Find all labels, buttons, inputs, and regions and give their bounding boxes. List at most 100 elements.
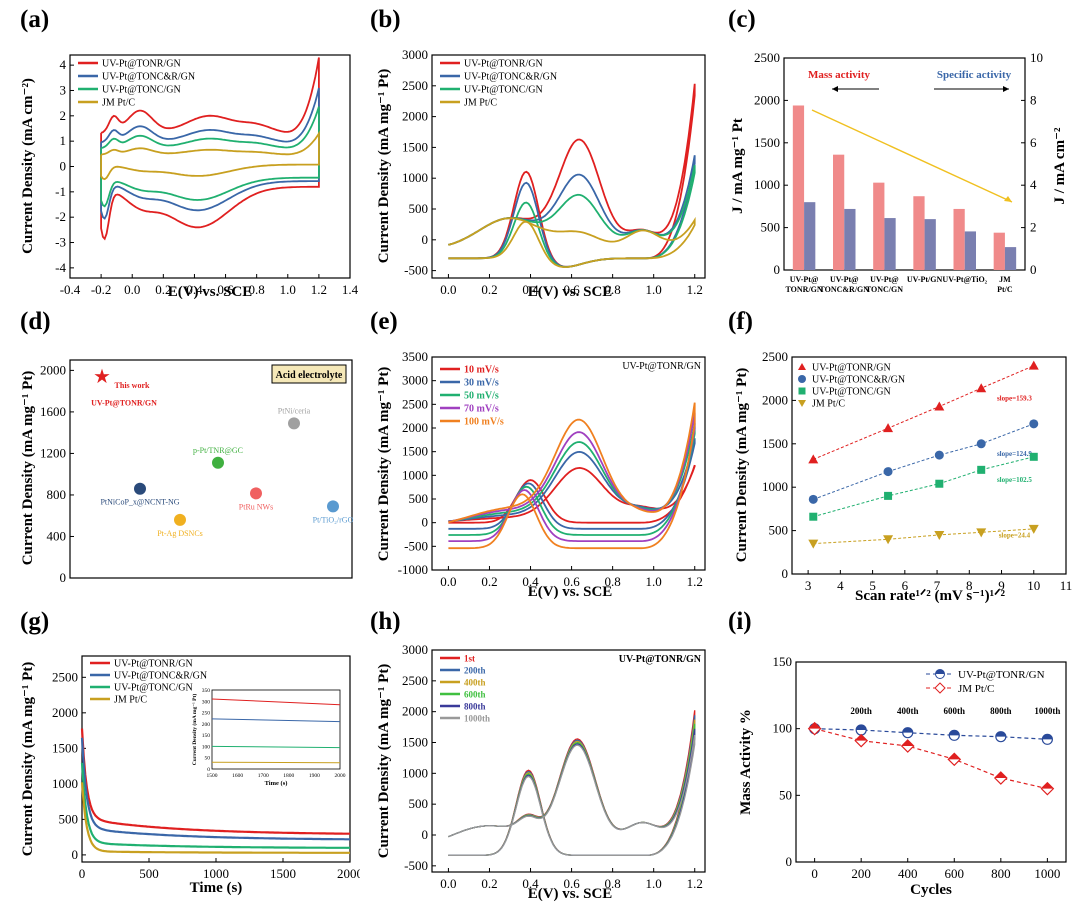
cv-curve bbox=[448, 464, 696, 524]
x-tick-label: 500 bbox=[139, 866, 159, 881]
bar-mass bbox=[993, 232, 1005, 270]
inset-y-tick: 50 bbox=[205, 756, 211, 762]
chart-c: 0 500 1000 1500 2000 2500 0 2 4 6 8 10 J / mA mg⁻¹ P… bbox=[730, 50, 1068, 294]
chrono-curve bbox=[80, 728, 350, 835]
x-tick-label: 0.0 bbox=[440, 282, 456, 297]
x-axis-label: E(V) vs. SCE bbox=[528, 284, 613, 300]
x-tick-label: 0.4 bbox=[522, 574, 539, 589]
plot-frame bbox=[69, 359, 353, 579]
x-tick-label: 0.2 bbox=[481, 282, 497, 297]
panel-d: (d) 0 400 800 1200 1600 2000 Current Density (m… bbox=[0, 302, 360, 604]
data-marker bbox=[1028, 524, 1039, 534]
x-tick-label: 8 bbox=[966, 578, 973, 593]
panel-e: (e) 0.0 0.2 0.4 0.6 0.8 1.0 1.2 -1000 -500 0 500 100… bbox=[360, 302, 720, 604]
y-tick-label: 1500 bbox=[52, 740, 78, 755]
inset-x-tick: 1900 bbox=[309, 773, 320, 779]
panel-g: (g) 0 500 1000 1500 2000 0 500 1000 1500 2000 2500 T… bbox=[0, 604, 363, 906]
y-tick-label: 0 bbox=[786, 854, 793, 869]
inset-x-tick: 1600 bbox=[232, 773, 243, 779]
x-tick-label: 1.0 bbox=[646, 876, 662, 891]
x-tick-label: 0.6 bbox=[217, 282, 234, 297]
data-marker bbox=[883, 423, 894, 433]
y2-tick-label: 10 bbox=[1030, 50, 1043, 65]
x-tick-label: 200 bbox=[851, 866, 871, 881]
data-marker-fill bbox=[901, 740, 914, 746]
inset-y-tick: 300 bbox=[202, 699, 211, 705]
cv-curve bbox=[100, 106, 320, 208]
legend-label: JM Pt/C bbox=[102, 98, 135, 109]
legend-label: UV-Pt@TONR/GN bbox=[114, 659, 193, 670]
y-tick-label: 2000 bbox=[402, 109, 428, 124]
x-tick-label: 5 bbox=[869, 578, 876, 593]
y-tick-label: 3000 bbox=[402, 373, 428, 388]
legend-label: UV-Pt@TONC/GN bbox=[464, 85, 543, 96]
data-marker bbox=[809, 512, 818, 521]
bar-mass bbox=[833, 154, 845, 270]
y-tick-label: 500 bbox=[409, 796, 429, 811]
data-marker bbox=[934, 530, 945, 540]
x-category-label: UV-Pt/GN bbox=[907, 275, 943, 284]
panel-label-d: (d) bbox=[20, 308, 51, 335]
x-axis-label: E(V) vs. SCE bbox=[528, 584, 613, 600]
x-tick-label: 9 bbox=[998, 578, 1005, 593]
inset-y-tick: 200 bbox=[202, 722, 211, 728]
y-tick-label: 1500 bbox=[402, 139, 428, 154]
cycle-label: 800th bbox=[990, 706, 1012, 716]
legend-label: JM Pt/C bbox=[114, 695, 147, 706]
bar-specific bbox=[884, 218, 896, 270]
y-tick-label: -500 bbox=[404, 263, 428, 278]
y-tick-label: 2500 bbox=[52, 669, 78, 684]
inset-x-tick: 1700 bbox=[258, 773, 269, 779]
x-tick-label: 6 bbox=[902, 578, 909, 593]
scatter-label: PtNiCoP_x@NCNT-NG bbox=[100, 498, 179, 507]
bar-specific bbox=[844, 208, 856, 270]
scatter-point bbox=[174, 513, 186, 526]
plot-frame bbox=[431, 356, 706, 571]
y-tick-label: 500 bbox=[761, 220, 781, 235]
y-tick-label: 2000 bbox=[52, 705, 78, 720]
y-tick-label: 2000 bbox=[402, 704, 428, 719]
panel-label-a: (a) bbox=[20, 6, 50, 33]
y-axis-label: Current Density (mA mg⁻¹ Pt) bbox=[376, 69, 392, 264]
data-marker bbox=[1029, 419, 1039, 429]
y2-axis-label: J / mA cm⁻² bbox=[1052, 127, 1068, 204]
inset-x-label: Time (s) bbox=[265, 780, 288, 787]
data-marker bbox=[883, 467, 893, 477]
inset-curve bbox=[211, 718, 341, 723]
y-tick-label: 2 bbox=[60, 108, 67, 123]
x-category-label: UV-Pt@TiO₂ bbox=[942, 275, 987, 284]
cv-curve bbox=[448, 216, 696, 268]
data-marker-fill bbox=[902, 727, 913, 733]
chart-tag: UV-Pt@TONR/GN bbox=[619, 654, 702, 665]
cycle-label: 200th bbox=[850, 706, 872, 716]
inset-curve bbox=[211, 761, 341, 764]
x-tick-label: 600 bbox=[945, 866, 965, 881]
bar-specific bbox=[964, 231, 976, 270]
y-tick-label: 3500 bbox=[402, 349, 428, 364]
chart-f: 3 4 5 6 7 8 9 10 11 0 500 1000 1500 2000 2500 Scan rate… bbox=[734, 349, 1072, 604]
label-this-work: This work bbox=[115, 381, 150, 390]
scatter-point bbox=[327, 500, 339, 513]
x-tick-label: 1.2 bbox=[311, 282, 327, 297]
y-tick-label: 0 bbox=[72, 847, 79, 862]
legend-label: JM Pt/C bbox=[958, 683, 994, 695]
cv-curve bbox=[448, 728, 696, 856]
y-tick-label: 2000 bbox=[402, 420, 428, 435]
y-tick-label: -500 bbox=[404, 858, 428, 873]
chart-a: -0.4 -0.2 0.0 0.2 0.4 0.6 0.8 1.0 1.2 1.4 -4 -3 -2 -1… bbox=[20, 54, 359, 300]
x-axis-label: Scan rate¹ᐟ² (mV s⁻¹)¹ᐟ² bbox=[855, 588, 1005, 604]
x-category-label: TONC/GN bbox=[866, 285, 903, 294]
y-tick-label: 0 bbox=[782, 566, 789, 581]
y2-tick-label: 0 bbox=[1030, 262, 1037, 277]
label-this-work-name: UV-Pt@TONR/GN bbox=[91, 399, 157, 408]
chrono-curve bbox=[80, 762, 350, 849]
y-tick-label: 1500 bbox=[754, 135, 780, 150]
chart-g: 0 500 1000 1500 200005001000150020002500Time… bbox=[20, 655, 363, 896]
y2-tick-label: 2 bbox=[1030, 220, 1037, 235]
data-marker bbox=[976, 439, 986, 449]
inset-x-tick: 2000 bbox=[335, 773, 346, 779]
x-tick-label: 0.8 bbox=[605, 876, 621, 891]
data-marker bbox=[808, 494, 818, 504]
x-tick-label: 1000 bbox=[1034, 866, 1060, 881]
y-tick-label: 1500 bbox=[762, 436, 788, 451]
